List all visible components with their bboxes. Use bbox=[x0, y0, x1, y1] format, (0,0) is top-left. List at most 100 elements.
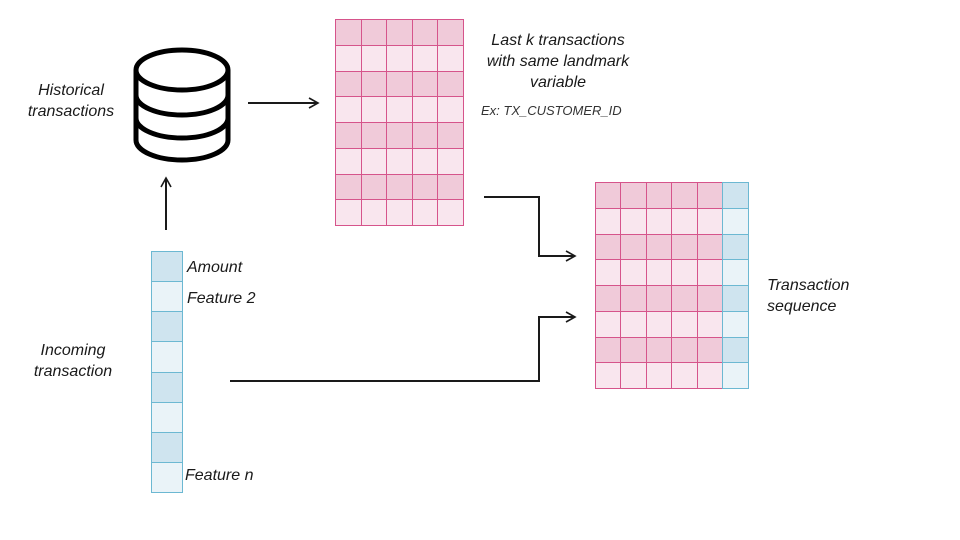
grid-cell bbox=[361, 200, 387, 225]
grid-cell bbox=[387, 71, 412, 97]
grid-cell bbox=[336, 148, 361, 174]
vector-cell bbox=[152, 372, 182, 402]
grid-cell bbox=[596, 183, 621, 208]
grid-cell bbox=[361, 148, 387, 174]
grid-cell bbox=[697, 311, 722, 337]
grid-cell bbox=[361, 20, 387, 45]
grid-cell bbox=[438, 20, 463, 45]
feature-2-label: Feature 2 bbox=[187, 290, 256, 307]
grid-cell bbox=[646, 311, 672, 337]
grid-cell bbox=[596, 363, 621, 388]
grid-cell bbox=[361, 97, 387, 122]
vector-cell bbox=[152, 252, 182, 282]
grid-cell bbox=[672, 234, 697, 260]
grid-cell bbox=[336, 71, 361, 97]
transaction-sequence-grid bbox=[595, 182, 723, 389]
grid-cell bbox=[646, 183, 672, 208]
grid-cell bbox=[697, 260, 722, 285]
grid-cell bbox=[438, 123, 463, 148]
grid-cell bbox=[672, 286, 697, 311]
vector-cell bbox=[723, 183, 748, 208]
vector-cell bbox=[152, 342, 182, 372]
grid-cell bbox=[672, 311, 697, 337]
grid-cell bbox=[336, 45, 361, 71]
grid-cell bbox=[596, 208, 621, 234]
grid-cell bbox=[646, 337, 672, 363]
incoming-transaction-label: Incoming transaction bbox=[33, 342, 113, 380]
grid-cell bbox=[646, 234, 672, 260]
grid-cell bbox=[646, 363, 672, 388]
incoming-transaction-vector bbox=[151, 251, 183, 493]
grid-cell bbox=[412, 123, 438, 148]
grid-cell bbox=[412, 174, 438, 200]
grid-cell bbox=[412, 97, 438, 122]
grid-cell bbox=[621, 286, 646, 311]
grid-cell bbox=[387, 200, 412, 225]
vector-cell bbox=[152, 402, 182, 432]
grid-cell bbox=[596, 311, 621, 337]
example-landmark-label: Ex: TX_CUSTOMER_ID bbox=[481, 103, 622, 118]
grid-cell bbox=[336, 200, 361, 225]
grid-cell bbox=[697, 337, 722, 363]
grid-cell bbox=[646, 286, 672, 311]
incoming-transaction-in-sequence-column bbox=[722, 182, 749, 389]
grid-cell bbox=[697, 234, 722, 260]
vector-cell bbox=[723, 311, 748, 337]
grid-cell bbox=[596, 337, 621, 363]
transaction-sequence-label: Transaction sequence bbox=[767, 277, 850, 315]
grid-cell bbox=[621, 260, 646, 285]
grid-cell bbox=[621, 363, 646, 388]
grid-cell bbox=[438, 97, 463, 122]
historical-transactions-label: Historical transactions bbox=[27, 82, 115, 120]
grid-cell bbox=[387, 123, 412, 148]
grid-cell bbox=[387, 148, 412, 174]
grid-cell bbox=[387, 97, 412, 122]
grid-cell bbox=[412, 20, 438, 45]
grid-cell bbox=[672, 183, 697, 208]
grid-cell bbox=[438, 174, 463, 200]
grid-cell bbox=[646, 208, 672, 234]
grid-cell bbox=[438, 71, 463, 97]
grid-cell bbox=[336, 123, 361, 148]
grid-cell bbox=[697, 208, 722, 234]
grid-cell bbox=[412, 71, 438, 97]
grid-cell bbox=[621, 183, 646, 208]
vector-cell bbox=[152, 312, 182, 342]
feature-amount-label: Amount bbox=[187, 259, 243, 276]
grid-cell bbox=[621, 234, 646, 260]
feature-n-label: Feature n bbox=[185, 467, 254, 484]
vector-cell bbox=[152, 462, 182, 492]
vector-cell bbox=[152, 282, 182, 312]
vector-cell bbox=[723, 337, 748, 363]
grid-cell bbox=[596, 260, 621, 285]
grid-cell bbox=[646, 260, 672, 285]
grid-cell bbox=[336, 174, 361, 200]
grid-cell bbox=[361, 123, 387, 148]
grid-cell bbox=[672, 337, 697, 363]
grid-cell bbox=[621, 337, 646, 363]
grid-cell bbox=[412, 200, 438, 225]
grid-cell bbox=[438, 45, 463, 71]
last-k-transactions-label: Last k transactions with same landmark v… bbox=[486, 32, 630, 91]
grid-cell bbox=[672, 363, 697, 388]
grid-cell bbox=[387, 45, 412, 71]
grid-cell bbox=[361, 45, 387, 71]
grid-cell bbox=[387, 174, 412, 200]
grid-cell bbox=[336, 97, 361, 122]
grid-cell bbox=[697, 183, 722, 208]
grid-cell bbox=[621, 208, 646, 234]
arrow-incoming-to-sequence bbox=[230, 311, 577, 382]
grid-cell bbox=[697, 363, 722, 388]
last-k-transactions-grid bbox=[335, 19, 464, 226]
vector-cell bbox=[723, 363, 748, 388]
vector-cell bbox=[723, 208, 748, 234]
vector-cell bbox=[723, 260, 748, 285]
grid-cell bbox=[672, 208, 697, 234]
grid-cell bbox=[438, 148, 463, 174]
grid-cell bbox=[412, 45, 438, 71]
grid-cell bbox=[387, 20, 412, 45]
grid-cell bbox=[438, 200, 463, 225]
vector-cell bbox=[152, 432, 182, 462]
